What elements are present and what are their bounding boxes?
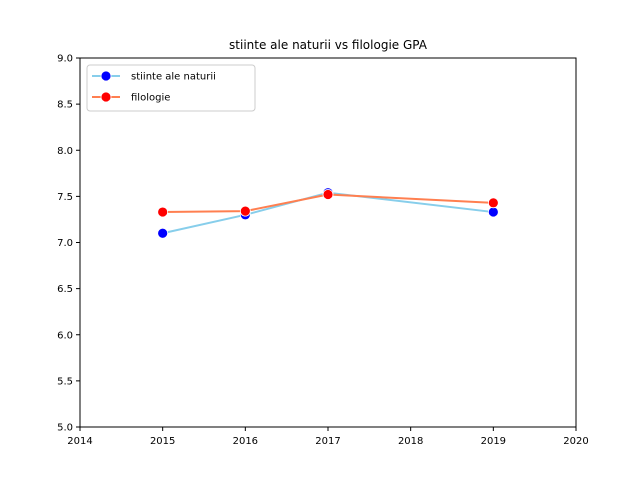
series-layer (157, 187, 499, 239)
y-tick-label: 6.0 (57, 330, 73, 341)
x-tick-label: 2014 (67, 436, 92, 447)
x-tick-label: 2019 (481, 436, 506, 447)
legend: stiinte ale naturii filologie (86, 64, 256, 112)
legend-box (86, 64, 256, 112)
data-point (322, 189, 334, 200)
x-tick-label: 2017 (315, 436, 340, 447)
y-tick-label: 8.5 (57, 100, 73, 111)
y-tick-label: 6.5 (57, 284, 73, 295)
data-point (487, 206, 499, 218)
y-tick-label: 5.5 (57, 376, 73, 387)
data-point (239, 205, 251, 217)
y-tick-label: 7.5 (57, 192, 73, 203)
y-tick-label: 5.0 (57, 423, 73, 434)
y-tick-label: 8.0 (57, 146, 73, 157)
x-tick-label: 2015 (150, 436, 175, 447)
data-point (487, 197, 499, 209)
legend-marker (100, 91, 112, 103)
chart-title: stiinte ale naturii vs filologie GPA (229, 38, 428, 52)
x-tick-label: 2016 (233, 436, 258, 447)
axes: 2014 2015 2016 2017 2018 2019 2020 5.0 5.5 6.0 6.5… (57, 54, 589, 448)
series-2 (157, 189, 499, 218)
legend-marker (100, 70, 112, 82)
series-line (162, 193, 494, 214)
x-tick-label: 2018 (398, 436, 423, 447)
data-point (157, 227, 169, 239)
y-tick-label: 9.0 (57, 54, 73, 65)
x-tick-label: 2020 (563, 436, 588, 447)
legend-label: filologie (131, 93, 170, 104)
data-point (157, 206, 169, 218)
y-tick-label: 7.0 (57, 238, 73, 249)
legend-label: stiinte ale naturii (131, 72, 216, 83)
